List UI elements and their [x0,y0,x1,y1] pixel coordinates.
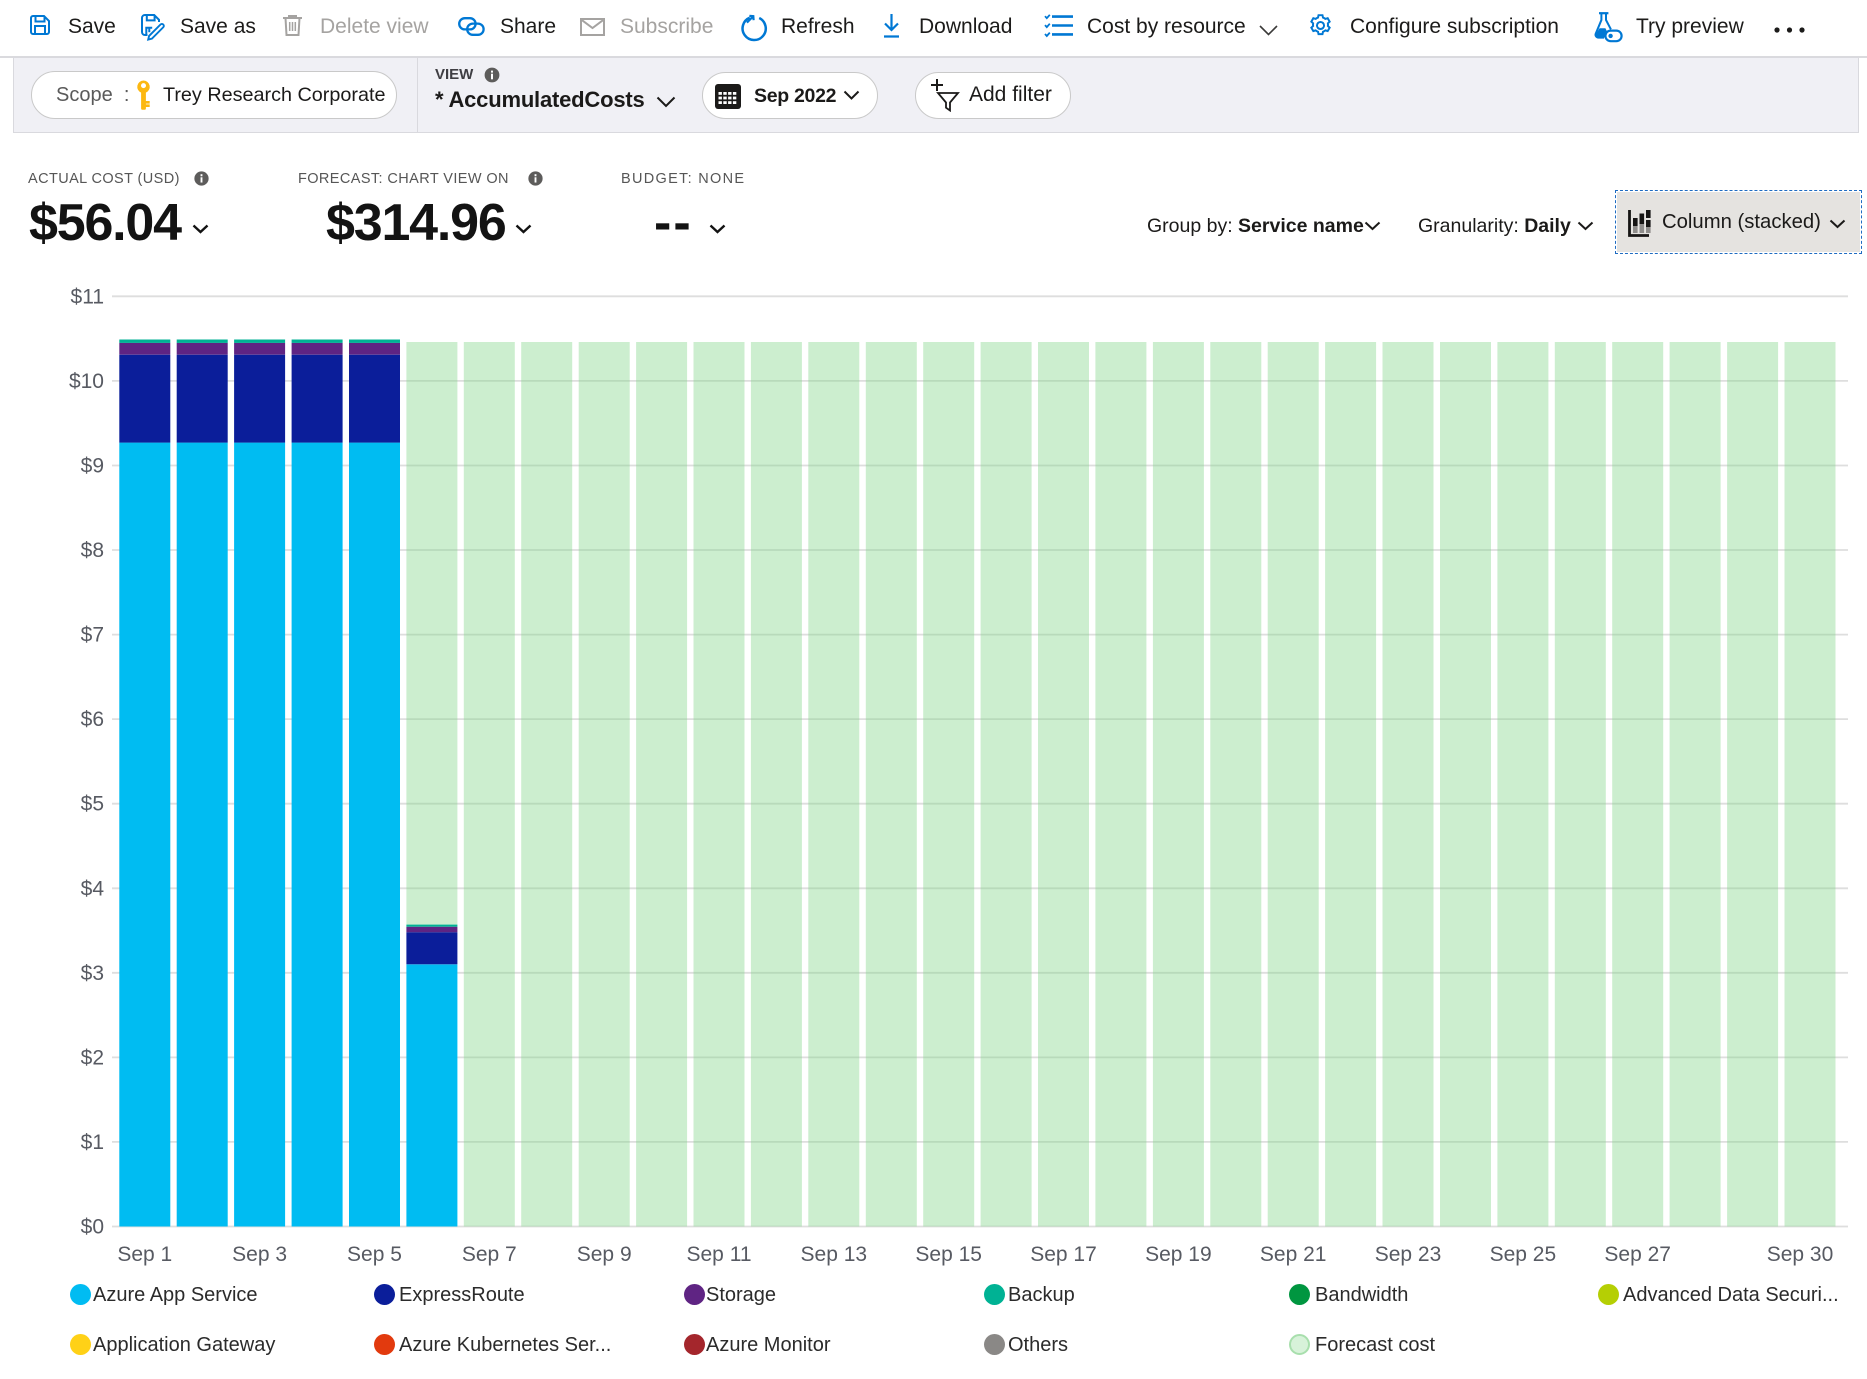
svg-text:Sep 25: Sep 25 [1490,1243,1557,1266]
svg-text:$2: $2 [81,1046,104,1069]
svg-text:$3: $3 [81,962,104,985]
svg-text:$11: $11 [71,285,104,308]
svg-text:Sep 13: Sep 13 [801,1243,868,1266]
svg-text:Sep 21: Sep 21 [1260,1243,1327,1266]
svg-text:Sep 23: Sep 23 [1375,1243,1442,1266]
svg-text:Sep 30: Sep 30 [1767,1243,1834,1266]
svg-text:Sep 7: Sep 7 [462,1243,517,1266]
svg-text:Sep 11: Sep 11 [687,1243,752,1266]
svg-text:Sep 17: Sep 17 [1030,1243,1097,1266]
svg-text:$6: $6 [81,708,104,731]
svg-text:Sep 19: Sep 19 [1145,1243,1212,1266]
svg-text:Sep 15: Sep 15 [915,1243,982,1266]
svg-text:$1: $1 [81,1131,104,1154]
svg-text:Sep 5: Sep 5 [347,1243,402,1266]
svg-text:$7: $7 [81,624,104,647]
svg-text:$9: $9 [81,455,104,478]
svg-text:$0: $0 [81,1216,104,1239]
svg-text:Sep 27: Sep 27 [1604,1243,1671,1266]
svg-text:Sep 9: Sep 9 [577,1243,632,1266]
svg-text:$4: $4 [81,877,105,900]
svg-text:$8: $8 [81,539,104,562]
svg-text:Sep 3: Sep 3 [232,1243,287,1266]
svg-text:$10: $10 [69,370,104,393]
svg-text:$5: $5 [81,793,104,816]
svg-text:Sep 1: Sep 1 [117,1243,172,1266]
